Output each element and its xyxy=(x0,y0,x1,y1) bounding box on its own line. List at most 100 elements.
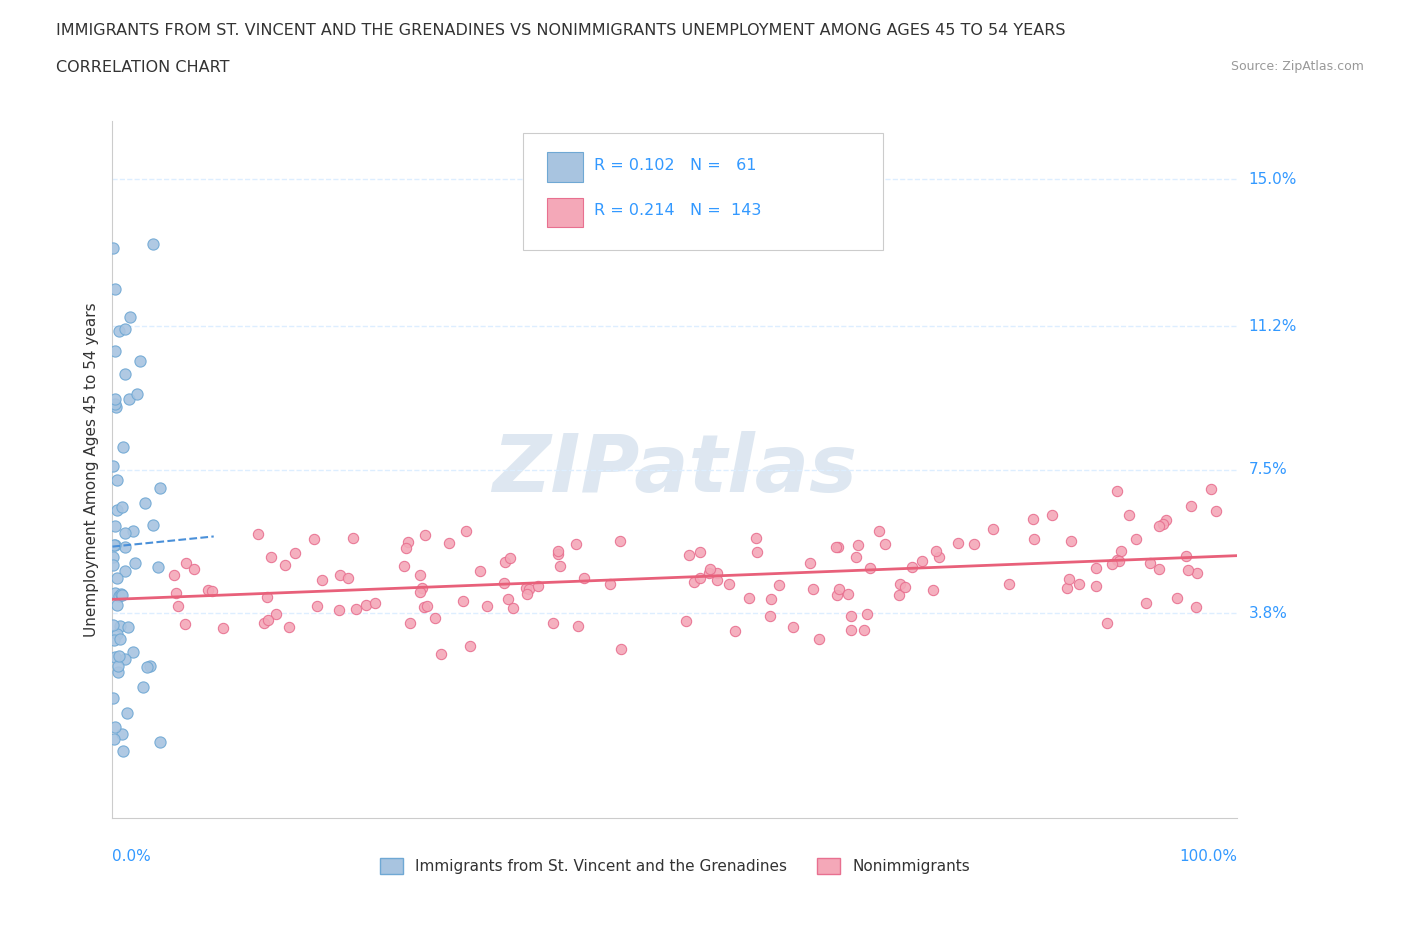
Point xyxy=(105,473,128,488)
Text: 7.5%: 7.5% xyxy=(1249,462,1286,477)
Point xyxy=(135,659,157,674)
Point xyxy=(547,547,569,562)
Point xyxy=(981,522,1004,537)
Point xyxy=(409,585,432,600)
Point xyxy=(114,540,136,555)
Point xyxy=(921,583,943,598)
Point xyxy=(946,536,969,551)
Point xyxy=(845,550,868,565)
Point xyxy=(599,577,621,591)
Point xyxy=(115,705,138,720)
Point xyxy=(1101,556,1123,571)
Point xyxy=(105,598,128,613)
Point xyxy=(328,603,350,618)
Point xyxy=(302,531,325,546)
Point xyxy=(105,627,128,642)
Point xyxy=(517,581,540,596)
Point xyxy=(837,587,859,602)
Point xyxy=(117,620,139,635)
Point xyxy=(108,618,131,633)
Point xyxy=(107,589,129,604)
Point xyxy=(105,570,128,585)
Point xyxy=(118,392,141,406)
Point xyxy=(122,524,145,538)
Point xyxy=(104,281,127,296)
Point xyxy=(128,353,150,368)
Text: ZIPatlas: ZIPatlas xyxy=(492,431,858,509)
Point xyxy=(782,619,804,634)
Point xyxy=(197,583,219,598)
Text: CORRELATION CHART: CORRELATION CHART xyxy=(56,60,229,75)
Y-axis label: Unemployment Among Ages 45 to 54 years: Unemployment Among Ages 45 to 54 years xyxy=(83,302,98,637)
Point xyxy=(1095,616,1118,631)
Point xyxy=(761,591,783,606)
Point xyxy=(889,577,911,591)
Point xyxy=(901,559,924,574)
Point xyxy=(134,496,156,511)
Text: 0.0%: 0.0% xyxy=(112,849,152,864)
Point xyxy=(104,397,127,412)
Text: R = 0.214   N =  143: R = 0.214 N = 143 xyxy=(593,204,761,219)
Point xyxy=(104,343,127,358)
Point xyxy=(1109,544,1132,559)
Point xyxy=(825,539,848,554)
Point xyxy=(683,575,706,590)
Point xyxy=(101,690,124,705)
Point xyxy=(499,551,522,565)
Point xyxy=(329,567,352,582)
Point xyxy=(103,550,125,565)
Point xyxy=(928,550,950,565)
Point xyxy=(277,619,299,634)
Point xyxy=(1199,482,1222,497)
Point xyxy=(149,481,172,496)
Point xyxy=(1135,595,1157,610)
Point xyxy=(114,366,136,381)
Point xyxy=(124,555,146,570)
Point xyxy=(1107,552,1129,567)
Point xyxy=(496,591,519,606)
Point xyxy=(163,568,186,583)
Point xyxy=(768,578,790,592)
Point xyxy=(111,499,134,514)
Point xyxy=(104,399,127,414)
Point xyxy=(853,622,876,637)
Point xyxy=(101,618,124,633)
Point xyxy=(114,564,136,578)
Point xyxy=(139,658,162,673)
Point xyxy=(104,519,127,534)
Point xyxy=(868,524,890,538)
Point xyxy=(724,624,747,639)
Point xyxy=(212,621,235,636)
Point xyxy=(104,719,127,734)
Point xyxy=(801,582,824,597)
Point xyxy=(342,531,364,546)
FancyBboxPatch shape xyxy=(523,133,883,250)
Point xyxy=(839,623,862,638)
Point xyxy=(706,573,728,588)
Point xyxy=(274,558,297,573)
Point xyxy=(1057,572,1080,587)
Point xyxy=(1185,600,1208,615)
Point xyxy=(430,646,453,661)
Point xyxy=(142,237,165,252)
Point xyxy=(689,571,711,586)
Point xyxy=(825,588,848,603)
Point xyxy=(565,537,588,551)
Point xyxy=(174,617,197,631)
Point xyxy=(475,599,498,614)
Point xyxy=(1067,577,1090,591)
Point xyxy=(699,562,721,577)
Point xyxy=(146,560,169,575)
Point xyxy=(1118,508,1140,523)
Point xyxy=(111,726,134,741)
Point xyxy=(889,588,911,603)
Point xyxy=(527,578,550,593)
Point xyxy=(799,555,821,570)
Point xyxy=(1147,562,1170,577)
Point xyxy=(1205,503,1227,518)
Point xyxy=(354,597,377,612)
Point xyxy=(344,602,367,617)
Point xyxy=(413,599,436,614)
Point xyxy=(492,576,515,591)
Point xyxy=(104,538,127,552)
